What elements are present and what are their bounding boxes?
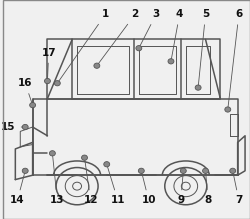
Circle shape — [22, 168, 28, 173]
Text: 4: 4 — [172, 9, 183, 59]
Text: 6: 6 — [228, 9, 242, 107]
Circle shape — [180, 168, 186, 173]
Text: 17: 17 — [41, 48, 56, 78]
Text: 5: 5 — [198, 9, 209, 85]
Circle shape — [22, 124, 28, 130]
Circle shape — [44, 78, 51, 84]
Text: 16: 16 — [18, 78, 32, 102]
Circle shape — [50, 151, 55, 156]
Circle shape — [138, 168, 144, 173]
Circle shape — [225, 107, 231, 112]
Circle shape — [195, 85, 201, 90]
Text: 12: 12 — [84, 161, 98, 205]
Text: 8: 8 — [204, 174, 212, 205]
Text: 11: 11 — [108, 167, 125, 205]
Text: 13: 13 — [50, 156, 64, 205]
Text: 14: 14 — [10, 173, 25, 205]
Circle shape — [136, 46, 142, 51]
Circle shape — [54, 81, 60, 86]
Circle shape — [230, 168, 236, 173]
Text: 10: 10 — [142, 173, 156, 205]
Text: 9: 9 — [177, 174, 184, 205]
Text: 3: 3 — [140, 9, 160, 46]
Text: 7: 7 — [233, 173, 242, 205]
Circle shape — [82, 155, 87, 160]
Text: 2: 2 — [98, 9, 139, 64]
Circle shape — [104, 162, 110, 167]
Text: 1: 1 — [59, 9, 109, 81]
Circle shape — [168, 59, 174, 64]
Circle shape — [94, 63, 100, 68]
Text: 15: 15 — [1, 122, 22, 132]
Circle shape — [30, 102, 36, 108]
Circle shape — [202, 168, 208, 173]
